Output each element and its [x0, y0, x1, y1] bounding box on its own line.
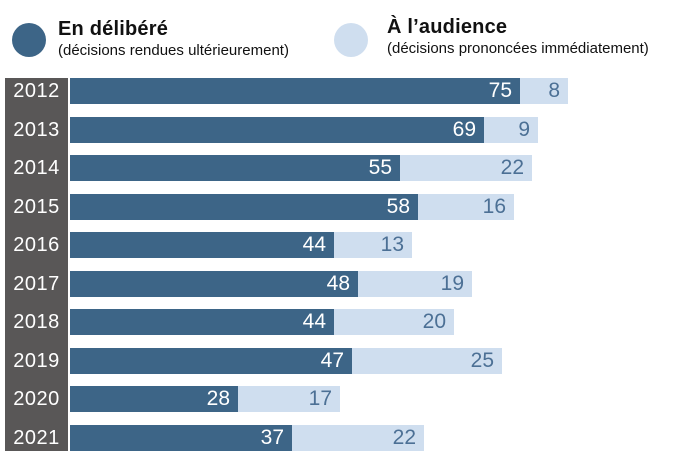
bar-segment-a-l-audience: 22 — [292, 424, 424, 451]
bar-value-label: 44 — [302, 310, 326, 334]
bar-value-label: 16 — [482, 194, 506, 218]
year-label: 2017 — [13, 272, 60, 295]
bar-segment-a-l-audience: 8 — [520, 78, 568, 104]
chart-row-2020: 2020 28 17 — [0, 386, 678, 413]
bar-segment-en-delibere: 47 — [70, 347, 352, 374]
year-label: 2020 — [13, 388, 60, 411]
chart-row-2017: 2017 48 19 — [0, 270, 678, 297]
year-label: 2015 — [13, 195, 60, 218]
bar-value-label: 58 — [386, 194, 410, 218]
bar-value-label: 17 — [308, 387, 332, 411]
chart-row-2021: 2021 37 22 — [0, 424, 678, 451]
legend-sublabel-a-l-audience: (décisions prononcées immédiatement) — [387, 40, 649, 57]
bar-segment-a-l-audience: 25 — [352, 347, 502, 374]
bar-segment-a-l-audience: 20 — [334, 309, 454, 336]
chart-row-2012: 2012 75 8 — [0, 78, 678, 104]
legend-sublabel-en-delibere: (décisions rendues ultérieurement) — [58, 42, 289, 59]
bar-segment-en-delibere: 55 — [70, 155, 400, 182]
bar-value-label: 20 — [422, 310, 446, 334]
bar-segment-en-delibere: 75 — [70, 78, 520, 104]
bar-value-label: 22 — [392, 425, 416, 449]
year-label: 2013 — [13, 118, 60, 141]
bar-segment-en-delibere: 28 — [70, 386, 238, 413]
bar-value-label: 9 — [518, 117, 530, 141]
legend-swatch-light-icon — [334, 23, 368, 57]
bar-value-label: 25 — [470, 348, 494, 372]
year-label: 2021 — [13, 426, 60, 449]
bar-value-label: 75 — [488, 79, 512, 102]
bar-segment-en-delibere: 37 — [70, 424, 292, 451]
bar-segment-en-delibere: 44 — [70, 309, 334, 336]
bar-value-label: 8 — [548, 79, 560, 102]
chart-row-2019: 2019 47 25 — [0, 347, 678, 374]
legend-label-a-l-audience: À l’audience — [387, 16, 508, 38]
year-label: 2014 — [13, 157, 60, 180]
bar-segment-a-l-audience: 13 — [334, 232, 412, 259]
bar-segment-a-l-audience: 16 — [418, 193, 514, 220]
legend-swatch-dark-icon — [12, 23, 46, 57]
bar-value-label: 13 — [380, 233, 404, 257]
year-label: 2019 — [13, 349, 60, 372]
chart-row-2013: 2013 69 9 — [0, 116, 678, 143]
legend-item-en-delibere: En délibéré (décisions rendues ultérieur… — [58, 17, 289, 60]
bar-value-label: 69 — [452, 117, 476, 141]
year-label: 2012 — [13, 80, 60, 102]
bar-segment-a-l-audience: 9 — [484, 116, 538, 143]
chart-row-2014: 2014 55 22 — [0, 155, 678, 182]
chart-row-2018: 2018 44 20 — [0, 309, 678, 336]
legend-item-a-l-audience: À l’audience (décisions prononcées imméd… — [387, 15, 649, 58]
bar-segment-a-l-audience: 19 — [358, 270, 472, 297]
bar-segment-en-delibere: 48 — [70, 270, 358, 297]
chart-row-2016: 2016 44 13 — [0, 232, 678, 259]
bar-value-label: 48 — [326, 271, 350, 295]
chart-row-2015: 2015 58 16 — [0, 193, 678, 220]
bar-segment-en-delibere: 44 — [70, 232, 334, 259]
bar-value-label: 37 — [260, 425, 284, 449]
legend-label-en-delibere: En délibéré — [58, 18, 169, 40]
bar-value-label: 55 — [368, 156, 392, 180]
bar-value-label: 44 — [302, 233, 326, 257]
bar-segment-en-delibere: 69 — [70, 116, 484, 143]
bar-value-label: 22 — [500, 156, 524, 180]
bar-value-label: 28 — [206, 387, 230, 411]
bar-value-label: 47 — [320, 348, 344, 372]
bar-segment-a-l-audience: 17 — [238, 386, 340, 413]
bar-segment-en-delibere: 58 — [70, 193, 418, 220]
year-axis-band — [5, 78, 68, 451]
year-label: 2018 — [13, 311, 60, 334]
bar-value-label: 19 — [440, 271, 464, 295]
bar-segment-a-l-audience: 22 — [400, 155, 532, 182]
year-label: 2016 — [13, 234, 60, 257]
